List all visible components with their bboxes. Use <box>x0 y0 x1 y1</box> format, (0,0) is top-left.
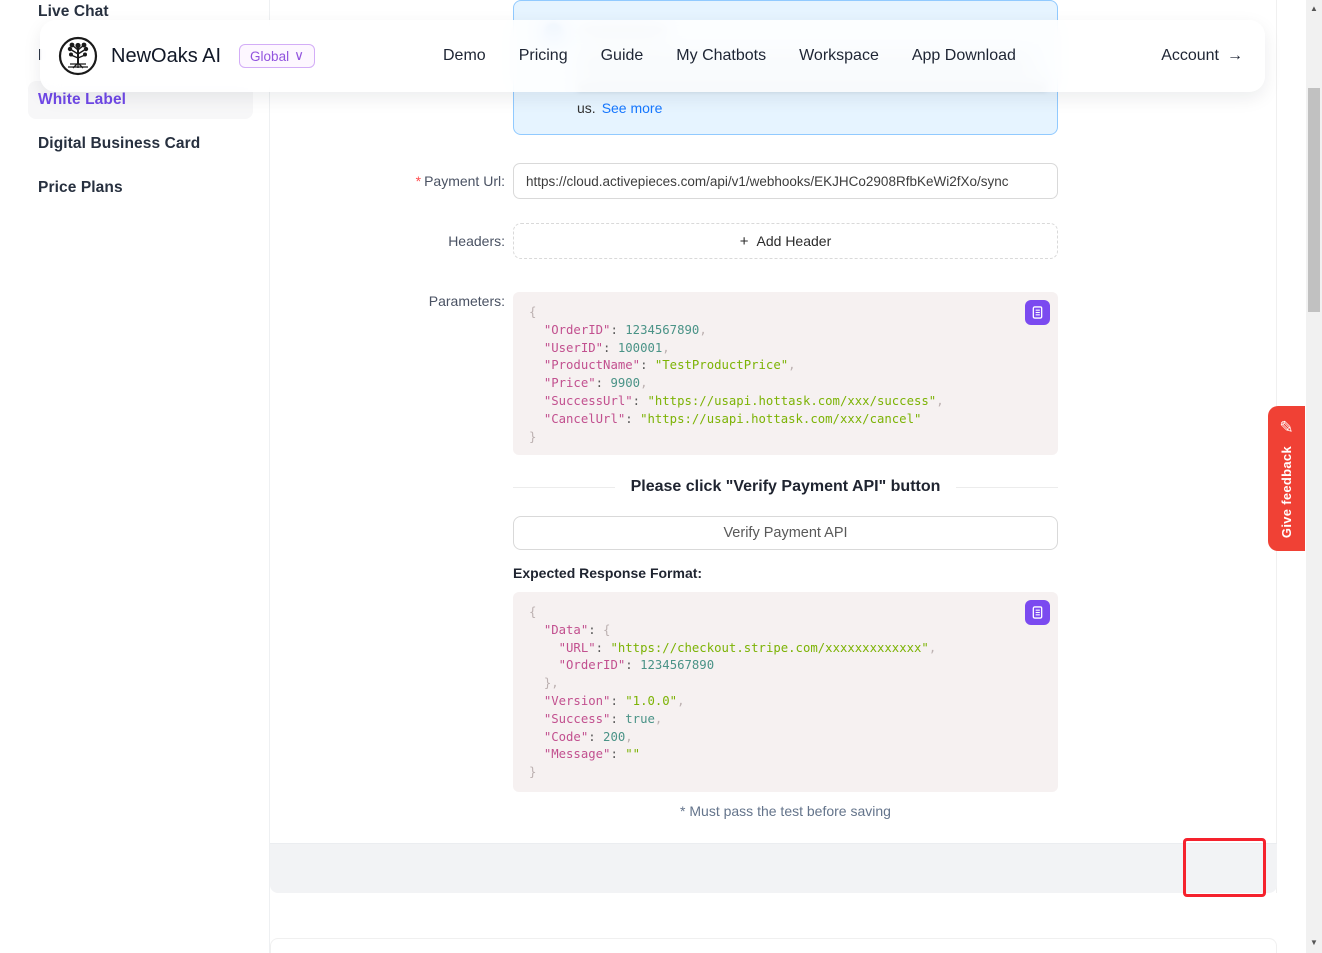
account-link[interactable]: Account → <box>1161 47 1243 64</box>
headers-label: Headers: <box>448 233 505 249</box>
divider: Please click "Verify Payment API" button <box>513 476 1058 498</box>
divider-line <box>956 486 1058 488</box>
nav-link-app-download[interactable]: App Download <box>911 47 1016 64</box>
newoaks-logo-icon <box>58 36 98 76</box>
parameters-code-block: { "OrderID": 1234567890, "UserID": 10000… <box>513 292 1058 455</box>
give-feedback-label: Give feedback <box>1279 446 1294 539</box>
expected-response-code-block: { "Data": { "URL": "https://checkout.str… <box>513 592 1058 792</box>
top-navbar: NewOaks AI Global ∨ Demo Pricing Guide M… <box>40 20 1265 92</box>
scroll-up-icon[interactable]: ▲ <box>1310 4 1318 13</box>
form-footer: Save <box>270 843 1277 893</box>
divider-text: Please click "Verify Payment API" button <box>630 478 941 495</box>
scrollbar[interactable]: ▲ ▼ <box>1306 0 1322 953</box>
nav-links: Demo Pricing Guide My Chatbots Workspace… <box>443 47 1016 65</box>
scrollbar-thumb[interactable] <box>1308 88 1320 312</box>
required-asterisk: * <box>415 173 422 189</box>
see-more-link[interactable]: See more <box>601 100 663 116</box>
nav-link-pricing[interactable]: Pricing <box>518 47 568 64</box>
nav-link-guide[interactable]: Guide <box>600 47 644 64</box>
next-section-card <box>270 938 1277 953</box>
save-note: * Must pass the test before saving <box>680 803 891 819</box>
expected-response-title: Expected Response Format: <box>513 565 703 581</box>
nav-link-demo[interactable]: Demo <box>443 47 486 64</box>
scroll-down-icon[interactable]: ▼ <box>1310 938 1318 947</box>
brand-name: NewOaks AI <box>111 44 222 67</box>
plus-icon: + <box>739 232 749 250</box>
main-content: us. See more *Payment Url: Headers: + Add… <box>270 0 1277 893</box>
payment-url-input[interactable] <box>513 163 1058 199</box>
arrow-right-icon: → <box>1227 47 1243 64</box>
sidebar-item-price-plans[interactable]: Price Plans <box>38 179 123 196</box>
payment-url-label: * Payment Url: <box>415 173 505 189</box>
pencil-icon: ✎ <box>1279 418 1294 437</box>
copy-icon[interactable] <box>1025 300 1050 325</box>
nav-link-workspace[interactable]: Workspace <box>799 47 879 64</box>
nav-link-my-chatbots[interactable]: My Chatbots <box>676 47 767 64</box>
parameters-label: Parameters: <box>428 293 505 309</box>
sidebar-item-live-chat[interactable]: Live Chat <box>38 3 109 20</box>
sidebar: Live Chat I White Label Digital Business… <box>0 0 270 953</box>
region-selector[interactable]: Global ∨ <box>239 44 315 68</box>
add-header-button[interactable]: + Add Header <box>513 223 1058 259</box>
sidebar-item-digital-business-card[interactable]: Digital Business Card <box>38 135 201 152</box>
divider-line <box>513 486 615 488</box>
chevron-down-icon: ∨ <box>294 48 304 63</box>
reminder-text: us. <box>577 100 596 116</box>
give-feedback-tab[interactable]: ✎ Give feedback <box>1268 406 1305 551</box>
copy-icon[interactable] <box>1025 600 1050 625</box>
verify-payment-api-button[interactable]: Verify Payment API <box>513 516 1058 550</box>
brand-group: NewOaks AI Global ∨ <box>40 36 315 76</box>
